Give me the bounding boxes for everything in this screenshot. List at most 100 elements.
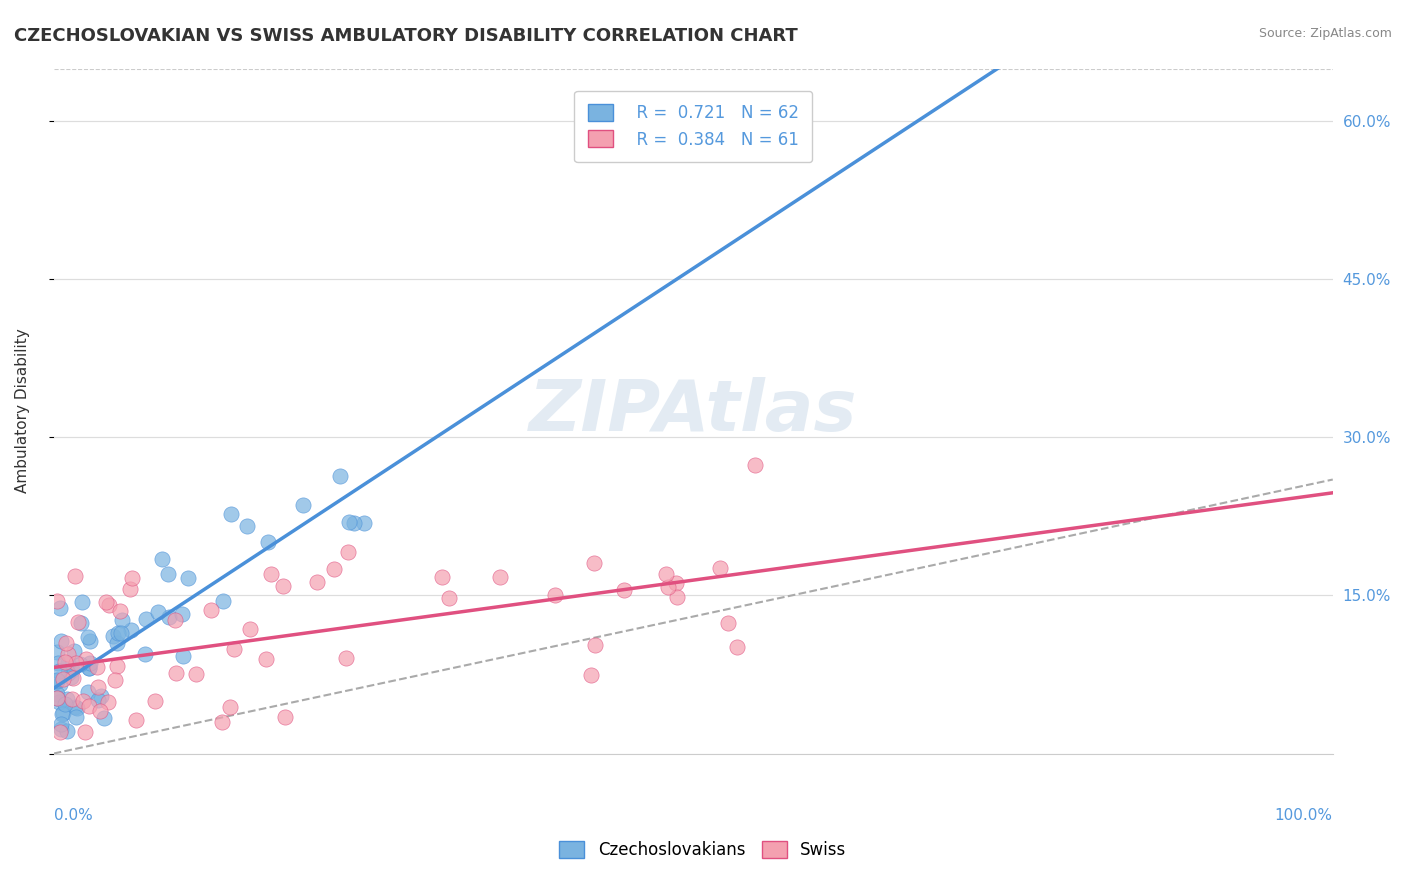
Point — [200, 602, 222, 616]
Text: 0.0%: 0.0% — [53, 808, 93, 823]
Point — [46, 673, 69, 687]
Point — [55, 636, 77, 650]
Point — [353, 516, 375, 531]
Point — [97, 598, 120, 612]
Point — [135, 612, 157, 626]
Point — [49, 601, 72, 615]
Point — [343, 516, 366, 530]
Point — [212, 594, 235, 608]
Point — [56, 656, 79, 670]
Point — [260, 566, 283, 581]
Point — [184, 666, 207, 681]
Point — [60, 692, 83, 706]
Point — [51, 706, 73, 721]
Point — [291, 498, 314, 512]
Point — [254, 652, 277, 666]
Point — [165, 613, 187, 627]
Point — [52, 706, 75, 720]
Point — [307, 575, 329, 590]
Point — [56, 648, 79, 662]
Point — [66, 701, 89, 715]
Point — [157, 609, 180, 624]
Point — [46, 690, 69, 705]
Point — [717, 616, 740, 631]
Point — [48, 664, 70, 678]
Point — [107, 626, 129, 640]
Point — [51, 633, 73, 648]
Text: CZECHOSLOVAKIAN VS SWISS AMBULATORY DISABILITY CORRELATION CHART: CZECHOSLOVAKIAN VS SWISS AMBULATORY DISA… — [14, 27, 797, 45]
Point — [146, 606, 169, 620]
Point — [329, 469, 352, 483]
Point — [657, 580, 679, 594]
Point — [118, 582, 141, 597]
Point — [150, 552, 173, 566]
Point — [94, 594, 117, 608]
Point — [46, 690, 69, 705]
Point — [65, 700, 87, 714]
Point — [613, 583, 636, 598]
Point — [72, 694, 94, 708]
Point — [46, 687, 69, 701]
Point — [63, 568, 86, 582]
Point — [110, 625, 132, 640]
Point — [73, 725, 96, 739]
Point — [52, 672, 75, 686]
Point — [87, 680, 110, 694]
Point — [89, 705, 111, 719]
Point — [134, 647, 156, 661]
Point — [51, 723, 73, 737]
Point — [156, 566, 179, 581]
Point — [273, 579, 295, 593]
Point — [489, 570, 512, 584]
Point — [97, 695, 120, 709]
Point — [337, 545, 360, 559]
Point — [172, 648, 194, 663]
Point — [70, 595, 93, 609]
Point — [170, 607, 193, 621]
Point — [53, 697, 76, 711]
Point — [77, 685, 100, 699]
Point — [56, 692, 79, 706]
Point — [665, 575, 688, 590]
Point — [579, 668, 602, 682]
Point — [105, 658, 128, 673]
Text: 100.0%: 100.0% — [1275, 808, 1333, 823]
Point — [62, 671, 84, 685]
Point — [654, 566, 676, 581]
Point — [86, 660, 108, 674]
Y-axis label: Ambulatory Disability: Ambulatory Disability — [15, 328, 30, 493]
Point — [222, 642, 245, 657]
Point — [46, 673, 69, 688]
Point — [63, 644, 86, 658]
Point — [165, 665, 187, 680]
Point — [177, 571, 200, 585]
Point — [335, 650, 357, 665]
Text: ZIPAtlas: ZIPAtlas — [529, 376, 858, 445]
Point — [544, 588, 567, 602]
Point — [76, 631, 98, 645]
Point — [46, 594, 69, 608]
Point — [256, 535, 278, 549]
Point — [49, 725, 72, 739]
Point — [211, 715, 233, 730]
Point — [79, 634, 101, 648]
Point — [709, 560, 731, 574]
Point — [108, 604, 131, 618]
Point — [437, 591, 460, 605]
Point — [120, 623, 142, 637]
Point — [46, 645, 69, 659]
Point — [65, 710, 87, 724]
Point — [56, 723, 79, 738]
Point — [60, 670, 83, 684]
Point — [221, 507, 243, 521]
Point — [744, 458, 766, 473]
Point — [56, 665, 79, 680]
Point — [69, 657, 91, 671]
Point — [725, 640, 748, 654]
Point — [101, 629, 124, 643]
Point — [49, 717, 72, 731]
Point — [60, 663, 83, 677]
Point — [218, 699, 240, 714]
Point — [48, 695, 70, 709]
Point — [77, 661, 100, 675]
